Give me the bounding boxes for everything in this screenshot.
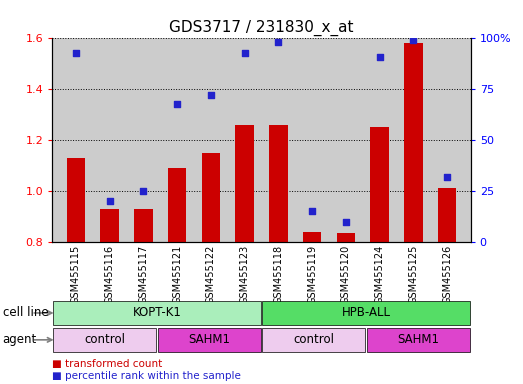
Text: KOPT-K1: KOPT-K1 bbox=[132, 306, 181, 319]
Bar bbox=[370, 127, 389, 242]
Point bbox=[274, 40, 282, 46]
Bar bbox=[66, 158, 85, 242]
Point bbox=[106, 198, 114, 204]
Text: ■ transformed count: ■ transformed count bbox=[52, 359, 163, 369]
Bar bbox=[53, 328, 156, 352]
Point bbox=[207, 92, 215, 98]
Bar bbox=[134, 209, 153, 242]
Point bbox=[376, 54, 384, 60]
Text: control: control bbox=[293, 333, 334, 346]
Bar bbox=[201, 153, 220, 242]
Point bbox=[308, 209, 316, 215]
Text: control: control bbox=[84, 333, 125, 346]
Point bbox=[342, 218, 350, 225]
Bar bbox=[157, 328, 261, 352]
Text: SAHM1: SAHM1 bbox=[397, 333, 439, 346]
Point bbox=[241, 50, 249, 56]
Bar bbox=[262, 328, 366, 352]
Point bbox=[173, 101, 181, 107]
Text: agent: agent bbox=[3, 333, 37, 346]
Title: GDS3717 / 231830_x_at: GDS3717 / 231830_x_at bbox=[169, 20, 354, 36]
Bar bbox=[53, 301, 261, 325]
Bar bbox=[438, 189, 457, 242]
Point bbox=[409, 37, 417, 43]
Text: SAHM1: SAHM1 bbox=[188, 333, 230, 346]
Point bbox=[443, 174, 451, 180]
Bar bbox=[269, 125, 288, 242]
Point bbox=[72, 50, 80, 56]
Bar bbox=[404, 43, 423, 242]
Bar bbox=[367, 328, 470, 352]
Bar bbox=[303, 232, 322, 242]
Bar bbox=[337, 233, 355, 242]
Bar bbox=[168, 168, 186, 242]
Text: cell line: cell line bbox=[3, 306, 48, 319]
Point bbox=[139, 188, 147, 194]
Bar bbox=[262, 301, 470, 325]
Bar bbox=[100, 209, 119, 242]
Text: HPB-ALL: HPB-ALL bbox=[342, 306, 391, 319]
Bar bbox=[235, 125, 254, 242]
Text: ■ percentile rank within the sample: ■ percentile rank within the sample bbox=[52, 371, 241, 381]
